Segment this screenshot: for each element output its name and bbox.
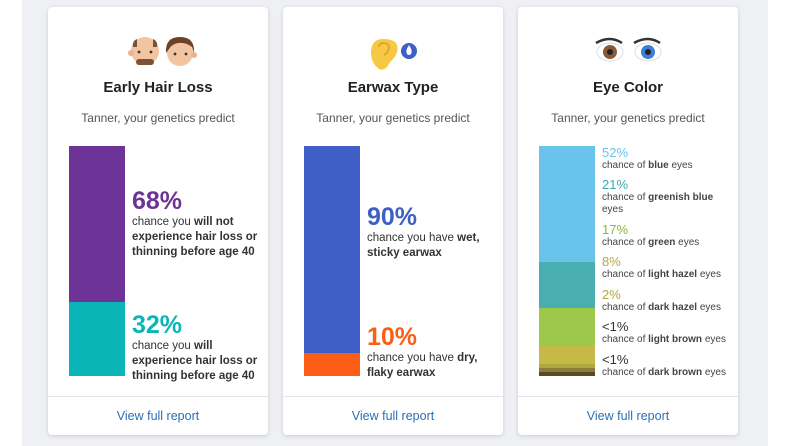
- result-no-loss: 68% chance you will not experience hair …: [132, 187, 267, 260]
- result-description: chance of green eyes: [602, 237, 700, 248]
- eye-color-segment: [539, 363, 595, 369]
- eye-color-result: 17% chance of green eyes: [602, 223, 737, 249]
- result-dry: 10% chance you have dry, flaky earwax: [367, 323, 502, 381]
- hair-loss-bar: [69, 146, 125, 376]
- result-description: chance you will not experience hair loss…: [132, 216, 258, 258]
- percent-value: 2%: [602, 287, 621, 302]
- result-description: chance you have dry, flaky earwax: [367, 352, 478, 379]
- eye-color-segment: [539, 345, 595, 364]
- earwax-card: Earwax Type Tanner, your genetics predic…: [283, 7, 503, 435]
- result-description: chance you will experience hair loss or …: [132, 340, 258, 382]
- eye-color-result: <1% chance of dark brown eyes: [602, 353, 737, 379]
- eye-color-segment: [539, 368, 595, 373]
- bald-and-haired-heads-icon: [48, 33, 268, 73]
- percent-value: 21%: [602, 177, 629, 192]
- card-subtitle: Tanner, your genetics predict: [316, 111, 470, 125]
- eyes-icon: [518, 33, 738, 73]
- earwax-bar: [304, 146, 360, 376]
- view-full-report-link[interactable]: View full report: [351, 409, 435, 423]
- eye-color-segment: [539, 308, 595, 346]
- eye-color-result: 21% chance of greenish blue eyes: [602, 178, 737, 216]
- hair-no-loss-segment: [69, 146, 125, 303]
- wet-earwax-segment: [304, 146, 360, 353]
- percent-value: 68%: [132, 187, 183, 215]
- card-title: Eye Color: [592, 79, 664, 96]
- percent-value: <1%: [602, 319, 629, 334]
- view-full-report-link[interactable]: View full report: [586, 409, 670, 423]
- result-wet: 90% chance you have wet, sticky earwax: [367, 203, 502, 261]
- hair-loss-segment: [69, 302, 125, 376]
- result-description: chance of dark hazel eyes: [602, 302, 721, 313]
- hair-loss-card: Early Hair Loss Tanner, your genetics pr…: [48, 7, 268, 435]
- card-footer: View full report: [283, 396, 503, 435]
- eye-color-segment: [539, 261, 595, 309]
- card-subtitle: Tanner, your genetics predict: [81, 111, 235, 125]
- result-description: chance you have wet, sticky earwax: [367, 232, 480, 259]
- percent-value: 17%: [602, 222, 629, 237]
- result-description: chance of greenish blue eyes: [602, 192, 714, 215]
- percent-value: 8%: [602, 254, 621, 269]
- eye-color-result: <1% chance of light brown eyes: [602, 320, 737, 346]
- card-title: Earwax Type: [347, 79, 439, 96]
- card-footer: View full report: [518, 396, 738, 435]
- card-footer: View full report: [48, 396, 268, 435]
- eye-color-result: 52% chance of blue eyes: [602, 146, 737, 172]
- dry-earwax-segment: [304, 353, 360, 376]
- result-description: chance of blue eyes: [602, 160, 693, 171]
- eye-color-segment: [539, 372, 595, 376]
- result-description: chance of light brown eyes: [602, 334, 726, 345]
- percent-value: 10%: [367, 323, 418, 351]
- eye-color-card: Eye Color Tanner, your genetics predict …: [518, 7, 738, 435]
- eye-color-bar: [539, 146, 595, 376]
- card-title: Early Hair Loss: [103, 79, 213, 96]
- percent-value: 32%: [132, 311, 183, 339]
- percent-value: 52%: [602, 145, 629, 160]
- view-full-report-link[interactable]: View full report: [116, 409, 200, 423]
- result-description: chance of light hazel eyes: [602, 269, 721, 280]
- eye-color-result: 8% chance of light hazel eyes: [602, 255, 737, 281]
- result-description: chance of dark brown eyes: [602, 367, 726, 378]
- card-subtitle: Tanner, your genetics predict: [551, 111, 705, 125]
- ear-with-droplet-icon: [283, 33, 503, 73]
- percent-value: 90%: [367, 203, 418, 231]
- eye-color-result: 2% chance of dark hazel eyes: [602, 288, 737, 314]
- result-loss: 32% chance you will experience hair loss…: [132, 311, 267, 384]
- eye-color-segment: [539, 146, 595, 262]
- percent-value: <1%: [602, 352, 629, 367]
